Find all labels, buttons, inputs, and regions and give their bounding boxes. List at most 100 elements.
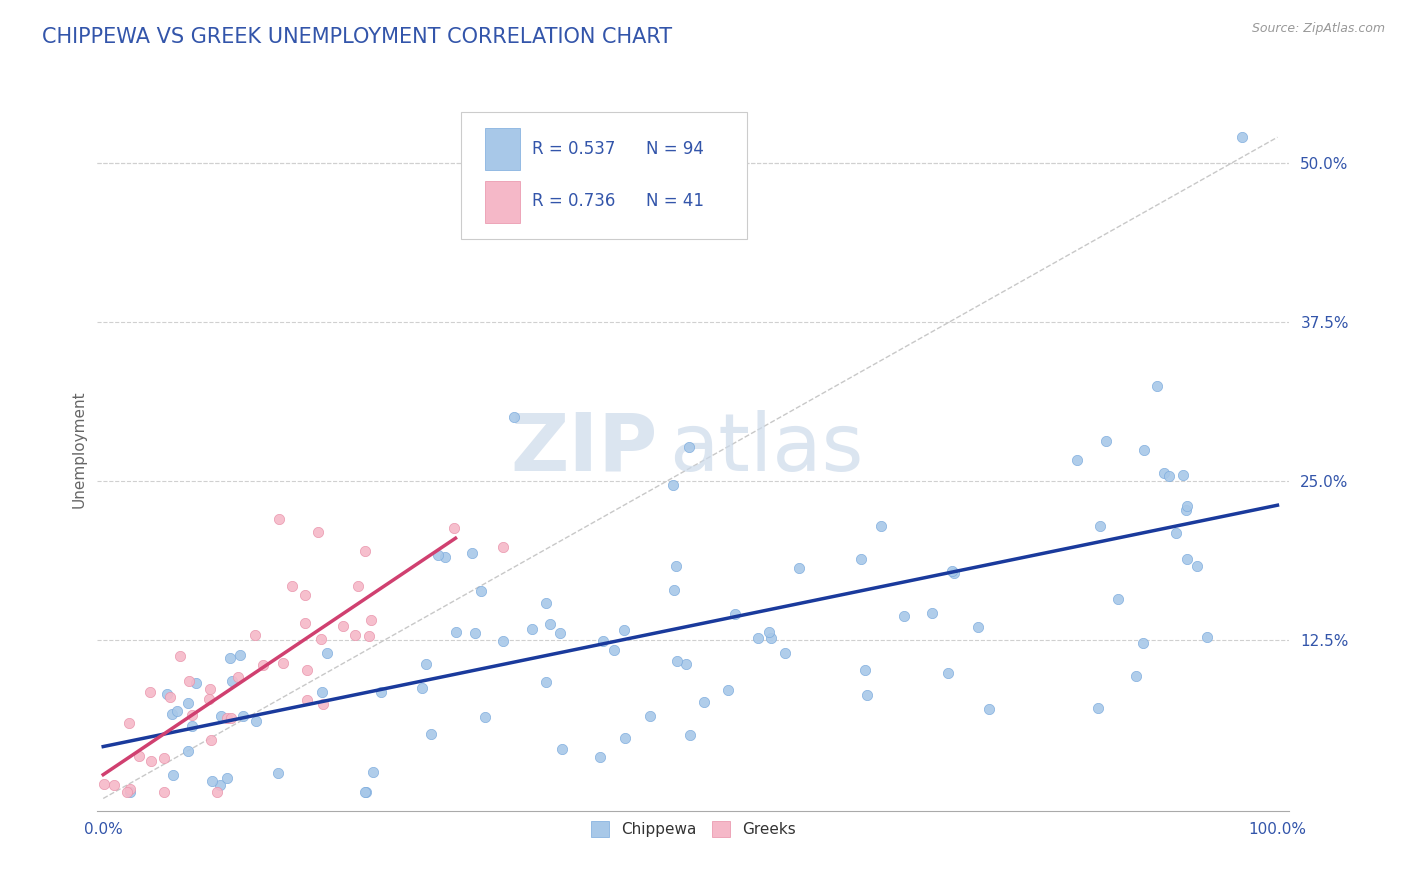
- Point: [162, 768, 184, 782]
- Point: [128, 749, 150, 764]
- Point: [269, 512, 291, 526]
- Point: [159, 690, 181, 705]
- Point: [205, 785, 228, 799]
- Point: [354, 785, 377, 799]
- Point: [184, 676, 207, 690]
- Point: [613, 624, 636, 638]
- Point: [139, 754, 162, 768]
- Point: [201, 773, 224, 788]
- Point: [271, 656, 294, 670]
- Bar: [485, 180, 520, 223]
- Point: [921, 607, 943, 621]
- Point: [427, 548, 450, 562]
- Point: [773, 647, 796, 661]
- Point: [166, 704, 188, 718]
- Point: [252, 657, 274, 672]
- Point: [1175, 503, 1198, 517]
- Point: [1187, 558, 1209, 573]
- Point: [1157, 469, 1180, 483]
- Point: [747, 632, 769, 646]
- Point: [1066, 453, 1088, 467]
- Point: [893, 608, 915, 623]
- Point: [589, 750, 612, 764]
- Text: atlas: atlas: [669, 409, 863, 488]
- Point: [758, 625, 780, 640]
- Point: [297, 693, 319, 707]
- Point: [354, 785, 377, 799]
- Point: [464, 626, 486, 640]
- Text: N = 41: N = 41: [645, 192, 703, 210]
- Point: [551, 742, 574, 756]
- Y-axis label: Unemployment: Unemployment: [72, 390, 86, 508]
- Point: [1164, 526, 1187, 541]
- Point: [360, 613, 382, 627]
- FancyBboxPatch shape: [461, 112, 747, 238]
- Point: [411, 681, 433, 695]
- Point: [1088, 519, 1111, 533]
- Point: [267, 765, 290, 780]
- Point: [281, 579, 304, 593]
- Point: [534, 596, 557, 610]
- Point: [461, 546, 484, 560]
- Point: [538, 617, 561, 632]
- Point: [221, 673, 243, 688]
- Point: [1087, 701, 1109, 715]
- Point: [675, 657, 697, 672]
- Point: [789, 560, 811, 574]
- Point: [177, 744, 200, 758]
- Point: [1133, 442, 1156, 457]
- Point: [156, 687, 179, 701]
- Point: [592, 634, 614, 648]
- Point: [492, 540, 515, 554]
- Point: [603, 642, 626, 657]
- Point: [977, 702, 1000, 716]
- Point: [354, 543, 377, 558]
- Point: [117, 716, 139, 731]
- Point: [724, 607, 747, 621]
- Point: [215, 772, 238, 786]
- Point: [717, 682, 740, 697]
- Point: [226, 670, 249, 684]
- Point: [311, 697, 333, 711]
- Point: [232, 709, 254, 723]
- Point: [332, 618, 354, 632]
- Point: [664, 582, 686, 597]
- Point: [198, 692, 221, 706]
- Point: [295, 664, 318, 678]
- Point: [550, 626, 572, 640]
- Point: [474, 709, 496, 723]
- Point: [245, 714, 267, 729]
- Text: CHIPPEWA VS GREEK UNEMPLOYMENT CORRELATION CHART: CHIPPEWA VS GREEK UNEMPLOYMENT CORRELATI…: [42, 27, 672, 46]
- Point: [359, 629, 381, 643]
- Point: [198, 681, 221, 696]
- Point: [759, 632, 782, 646]
- Text: ZIP: ZIP: [510, 409, 658, 488]
- Point: [103, 778, 125, 792]
- Point: [181, 719, 204, 733]
- Bar: [485, 128, 520, 169]
- Point: [1107, 592, 1129, 607]
- Point: [139, 685, 162, 699]
- Point: [1153, 466, 1175, 480]
- Point: [434, 550, 457, 565]
- Point: [115, 785, 138, 799]
- Point: [470, 583, 492, 598]
- Point: [315, 646, 337, 660]
- Point: [200, 733, 222, 747]
- Point: [1132, 636, 1154, 650]
- Point: [347, 579, 370, 593]
- Point: [1175, 500, 1198, 514]
- Point: [1173, 467, 1195, 482]
- Point: [942, 566, 965, 580]
- Point: [849, 551, 872, 566]
- Point: [217, 711, 239, 725]
- Point: [370, 684, 392, 698]
- Point: [664, 559, 686, 574]
- Point: [443, 520, 465, 534]
- Point: [294, 616, 316, 631]
- Point: [343, 628, 366, 642]
- Point: [243, 628, 266, 642]
- Point: [661, 478, 683, 492]
- Legend: Chippewa, Greeks: Chippewa, Greeks: [585, 815, 803, 844]
- Point: [307, 524, 329, 539]
